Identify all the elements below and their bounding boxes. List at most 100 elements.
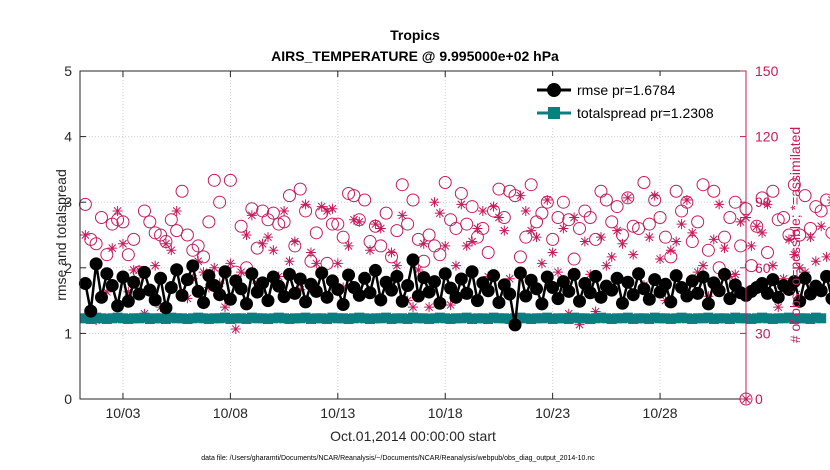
possible-obs-point (798, 189, 812, 203)
totalspread-point (413, 313, 424, 324)
totalspread-point (236, 313, 247, 324)
assimilated-obs-point (262, 232, 273, 243)
y-tick-label: 1 (64, 325, 72, 341)
rmse-point (583, 286, 597, 300)
possible-obs-point (771, 213, 785, 227)
assimilated-obs-point (493, 212, 504, 223)
rmse-point (89, 257, 103, 271)
rmse-point (685, 274, 699, 288)
assimilated-obs-point (515, 190, 526, 201)
y2-tick-label: 30 (755, 325, 771, 341)
chart-subtitle: AIRS_TEMPERATURE @ 9.995000e+02 hPa (271, 48, 559, 64)
possible-obs-point (583, 211, 597, 225)
totalspread-point (262, 313, 273, 324)
rmse-point (760, 286, 774, 300)
rmse-point (191, 284, 205, 298)
totalspread-point (456, 313, 467, 324)
rmse-point (492, 296, 506, 310)
totalspread-point (117, 313, 128, 324)
totalspread-point (230, 313, 241, 324)
possible-obs-point (433, 248, 447, 262)
totalspread-point (150, 313, 161, 324)
totalspread-point (418, 313, 429, 324)
rmse-point (513, 266, 527, 280)
assimilated-obs-point (574, 319, 585, 330)
assimilated-obs-point (730, 269, 741, 280)
rmse-point (272, 279, 286, 293)
rmse-point (422, 285, 436, 299)
totalspread-point (612, 313, 623, 324)
assimilated-obs-point (171, 205, 182, 216)
assimilated-obs-point (365, 245, 376, 256)
totalspread-point (273, 312, 284, 323)
rmse-point (433, 296, 447, 310)
assimilated-obs-point (117, 238, 128, 249)
totalspread-point (778, 313, 789, 324)
rmse-point (84, 304, 98, 318)
rmse-point (358, 271, 372, 285)
rmse-point (535, 297, 549, 311)
totalspread-point (536, 313, 547, 324)
totalspread-point (590, 313, 601, 324)
totalspread-point (160, 313, 171, 324)
assimilated-obs-point (397, 210, 408, 221)
legend-rmse-label: rmse pr=1.6784 (577, 82, 676, 98)
possible-obs-point (197, 250, 211, 264)
assimilated-obs-point (80, 230, 91, 240)
assimilated-obs-point (681, 195, 692, 206)
legend: rmse pr=1.6784 totalspread pr=1.2308 (530, 76, 742, 126)
rmse-point (503, 287, 517, 301)
data-file-footer: data file: /Users/gharamti/Documents/NCA… (201, 455, 595, 462)
possible-obs-point (814, 204, 828, 218)
totalspread-point (665, 313, 676, 324)
assimilated-obs-point (504, 273, 515, 284)
possible-obs-point (309, 226, 323, 240)
legend-box (530, 76, 742, 126)
possible-obs-point (191, 239, 205, 253)
assimilated-obs-point (665, 245, 676, 256)
rmse-point (449, 290, 463, 304)
totalspread-point (553, 313, 564, 324)
assimilated-obs-point (563, 308, 574, 319)
totalspread-point (440, 313, 451, 324)
assimilated-obs-point (499, 225, 510, 236)
totalspread-point (628, 313, 639, 324)
possible-obs-point (691, 215, 705, 229)
totalspread-point (257, 313, 268, 324)
possible-obs-point (223, 173, 237, 187)
totalspread-point (762, 313, 773, 324)
totalspread-point (241, 313, 252, 324)
y2-tick-label: 0 (755, 391, 763, 407)
totalspread-point (477, 313, 488, 324)
rmse-point (771, 290, 785, 304)
assimilated-obs-point (767, 260, 778, 271)
possible-obs-point (610, 200, 624, 214)
rmse-point (105, 279, 119, 293)
rmse-point (121, 294, 135, 308)
totalspread-point (268, 313, 279, 324)
totalspread-point (166, 312, 177, 323)
rmse-point (562, 284, 576, 298)
possible-obs-point (100, 248, 114, 262)
rmse-point (223, 292, 237, 306)
totalspread-point (311, 313, 322, 324)
totalspread-point (671, 313, 682, 324)
assimilated-obs-point (241, 230, 252, 240)
assimilated-obs-point (746, 240, 757, 251)
rmse-point (594, 290, 608, 304)
rmse-point (256, 276, 270, 290)
totalspread-point (483, 313, 494, 324)
possible-obs-point (379, 206, 393, 220)
assimilated-obs-point (536, 258, 547, 269)
totalspread-point (434, 312, 445, 323)
possible-obs-point (637, 176, 651, 190)
assimilated-obs-point (783, 234, 794, 245)
possible-obs-point (535, 206, 549, 220)
possible-obs-point (755, 191, 769, 205)
possible-obs-point (599, 193, 613, 207)
assimilated-obs-point (762, 199, 773, 210)
possible-obs-point (116, 215, 130, 229)
possible-obs-point (148, 226, 162, 240)
possible-obs-point (825, 226, 830, 240)
rmse-point (701, 297, 715, 311)
